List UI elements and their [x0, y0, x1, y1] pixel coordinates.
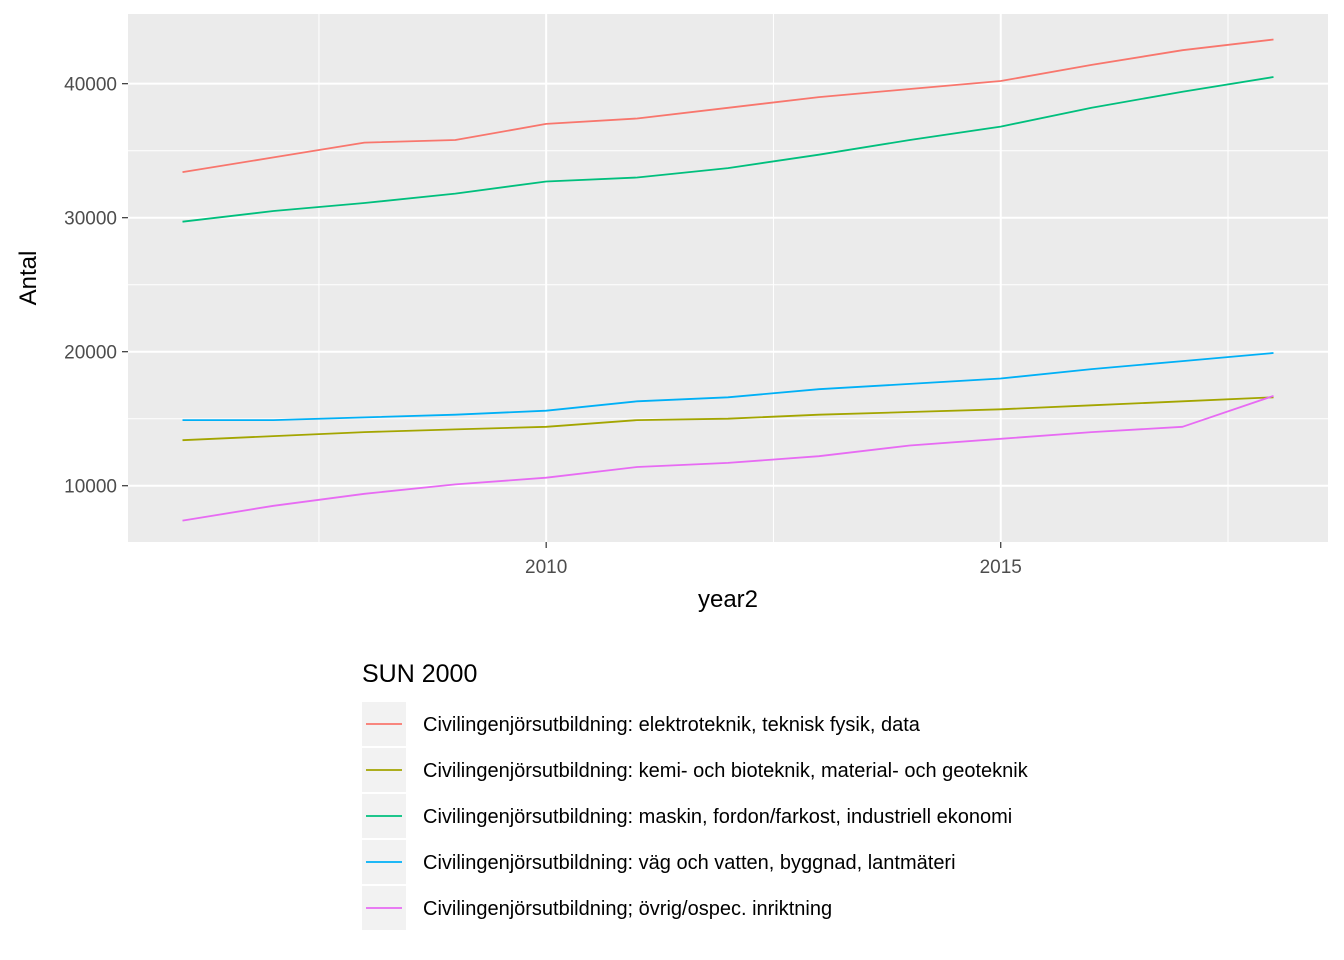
y-tick-label: 30000	[64, 209, 117, 230]
legend-label: Civilingenjörsutbildning: maskin, fordon…	[423, 806, 1012, 828]
x-tick-label: 2010	[525, 557, 567, 578]
legend-label: Civilingenjörsutbildning: elektroteknik,…	[423, 714, 921, 736]
y-tick-label: 40000	[64, 75, 117, 96]
x-axis-title: year2	[698, 586, 758, 613]
x-tick-label: 2015	[980, 557, 1022, 578]
legend: SUN 2000 Civilingenjörsutbildning: elekt…	[362, 660, 1029, 930]
series-line-4	[182, 352, 1274, 422]
series-line-5	[182, 395, 1274, 522]
series-line-3	[182, 76, 1274, 223]
series-line-2	[182, 396, 1274, 442]
series-line-1	[182, 38, 1274, 173]
y-axis: 10000 20000 30000 40000	[64, 75, 128, 498]
y-axis-title: Antal	[15, 251, 42, 306]
legend-label: Civilingenjörsutbildning: kemi- och biot…	[423, 760, 1029, 782]
legend-label: Civilingenjörsutbildning: väg och vatten…	[423, 852, 956, 874]
x-axis: 2010 2015	[525, 542, 1022, 578]
major-gridlines	[128, 14, 1328, 542]
y-tick-label: 20000	[64, 343, 117, 364]
y-tick-label: 10000	[64, 477, 117, 498]
series-lines	[182, 38, 1274, 522]
legend-title: SUN 2000	[362, 660, 477, 688]
legend-items: Civilingenjörsutbildning: elektroteknik,…	[362, 702, 1029, 930]
legend-label: Civilingenjörsutbildning; övrig/ospec. i…	[423, 898, 832, 920]
